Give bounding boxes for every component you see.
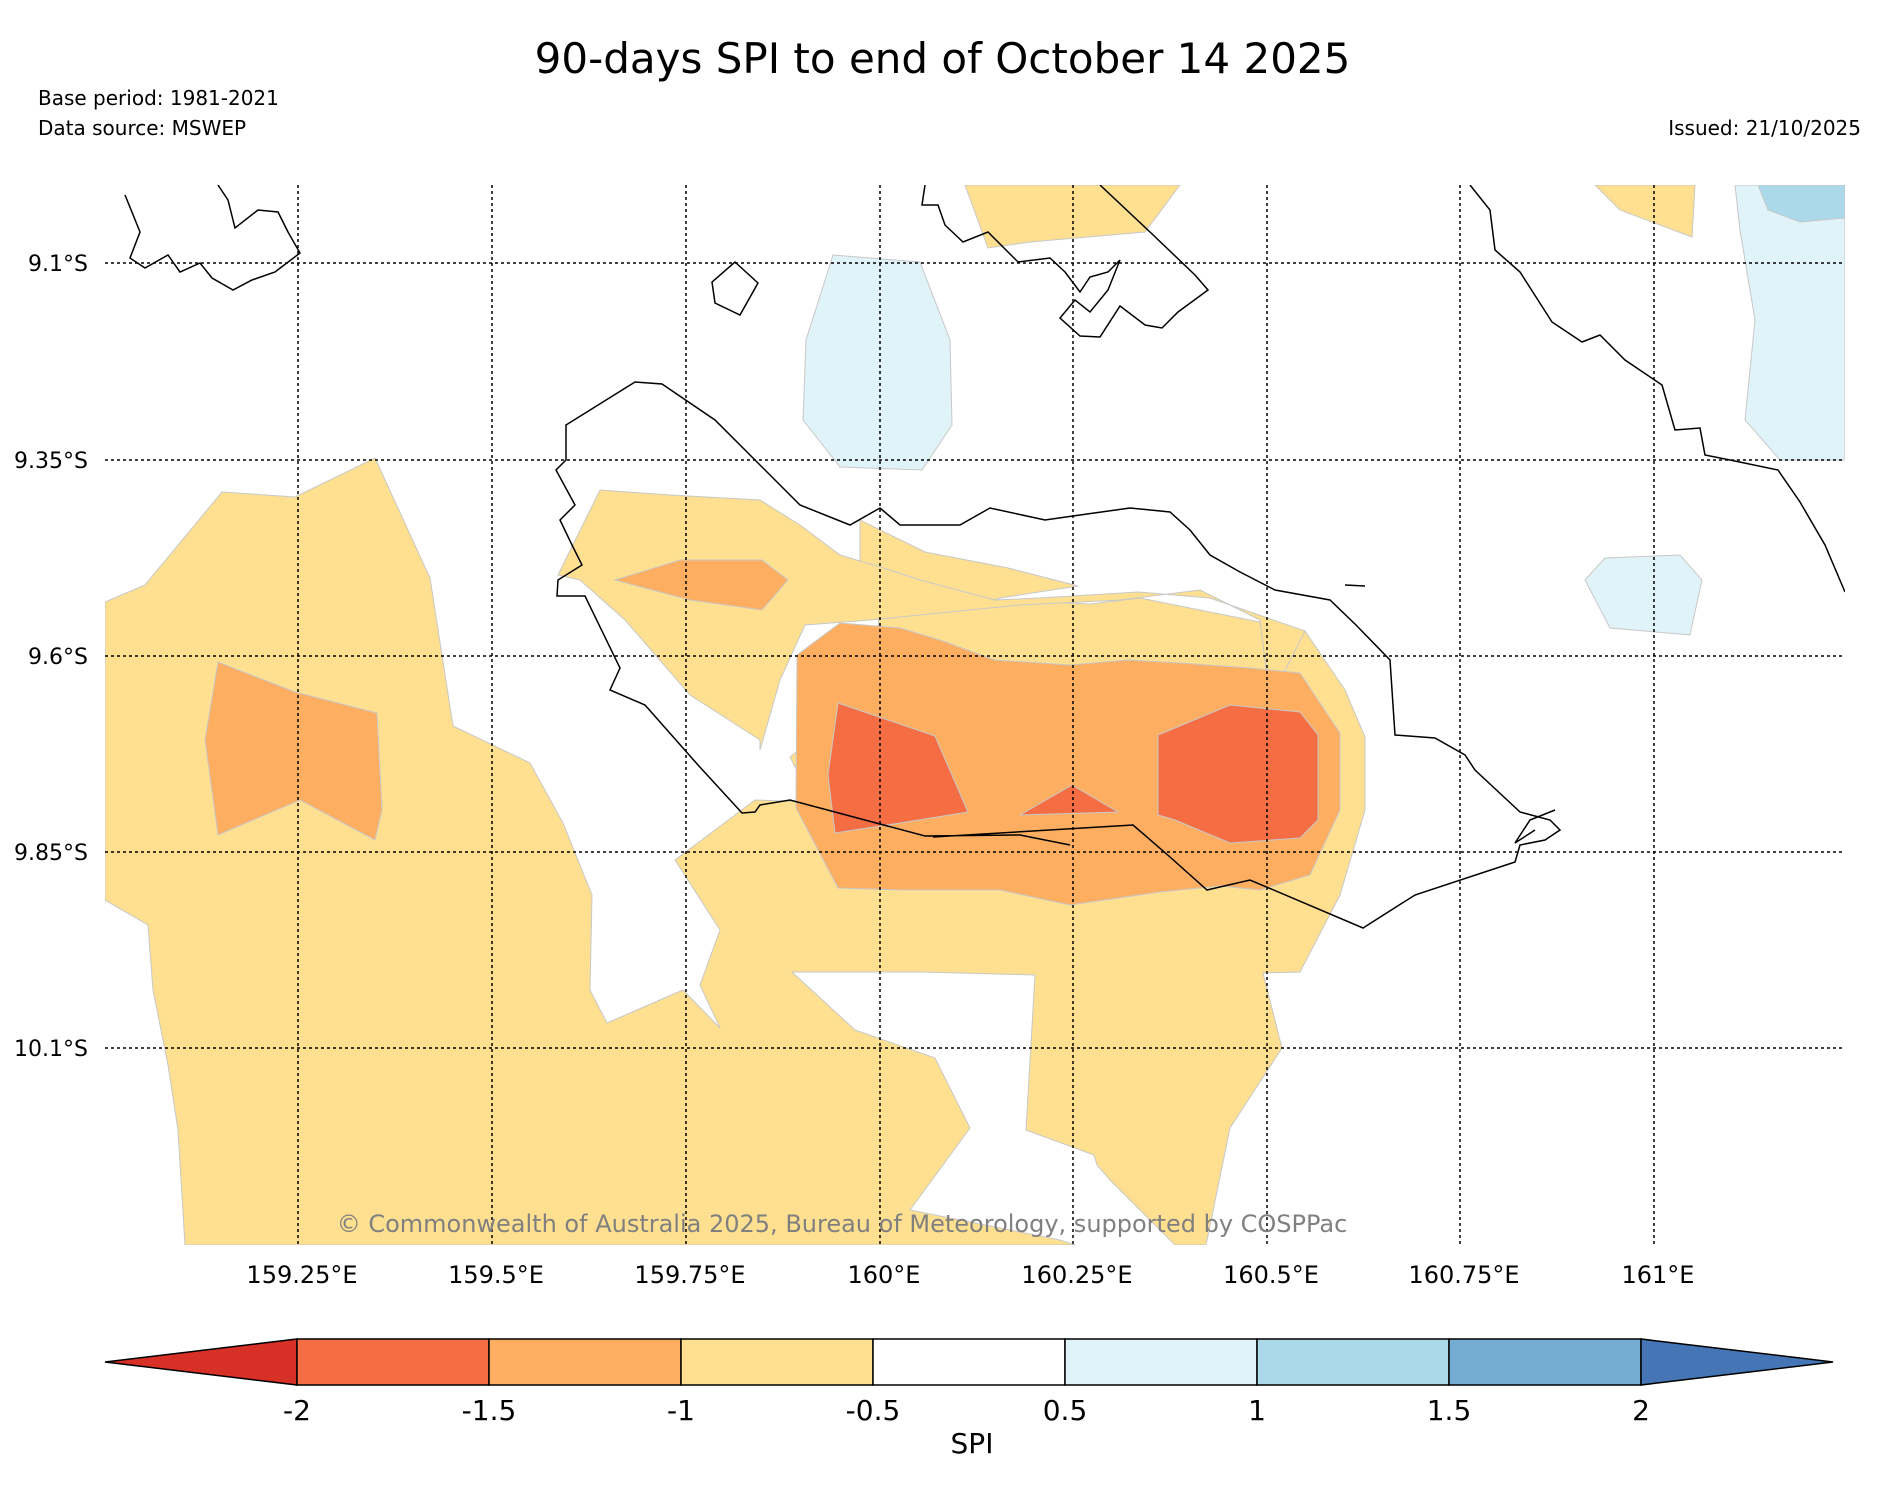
coastline-layer	[124, 185, 1845, 929]
longitude-labels: 159.25°E 159.5°E 159.75°E 160°E 160.25°E…	[246, 1261, 1694, 1289]
lon-label: 160°E	[848, 1261, 921, 1289]
spi-colorbar	[104, 1338, 1834, 1386]
colorbar-segment	[872, 1338, 1066, 1386]
spi-region-severe-center	[1019, 784, 1120, 816]
coastline-northwest-islands	[124, 185, 301, 291]
spi-region-severe-west	[827, 702, 969, 834]
colorbar-tick-label: 0.5	[1043, 1394, 1088, 1427]
colorbar-tick-label: -1	[667, 1394, 695, 1427]
spi-region-very-wet-northeast	[1757, 185, 1845, 223]
copyright-notice: © Commonwealth of Australia 2025, Bureau…	[337, 1210, 1348, 1238]
colorbar-tick-label: -1.5	[462, 1394, 517, 1427]
lon-label: 161°E	[1622, 1261, 1695, 1289]
data-source-text: Data source: MSWEP	[38, 116, 247, 140]
colorbar-tick-label: 1	[1248, 1394, 1266, 1427]
issued-date-text: Issued: 21/10/2025	[1668, 116, 1861, 140]
lon-label: 159.5°E	[448, 1261, 544, 1289]
spi-region-dry-top-east	[1594, 185, 1696, 238]
colorbar-ticks: -2 -1.5 -1 -0.5 0.5 1 1.5 2	[283, 1394, 1650, 1427]
coastline-guadalcanal	[555, 381, 1562, 929]
lat-label: 9.35°S	[14, 449, 88, 474]
spi-region-wet-east	[1584, 554, 1703, 636]
spi-region-wet-north	[802, 254, 953, 471]
colorbar-extend-low	[104, 1338, 298, 1386]
lat-label: 9.1°S	[28, 252, 88, 277]
colorbar-tick-label: 2	[1632, 1394, 1650, 1427]
coastline-reef	[1344, 584, 1366, 587]
colorbar-segment	[1256, 1338, 1450, 1386]
colorbar-segment	[296, 1338, 490, 1386]
spi-shading-layer	[105, 185, 1845, 1245]
lon-label: 160.5°E	[1223, 1261, 1319, 1289]
spi-region-wet-northeast	[1734, 185, 1845, 461]
map-title: 90-days SPI to end of October 14 2025	[534, 34, 1351, 83]
latitude-labels: 9.1°S 9.35°S 9.6°S 9.85°S 10.1°S	[14, 252, 88, 1062]
base-period-text: Base period: 1981-2021	[38, 86, 279, 110]
spi-region-moderate-central	[795, 622, 1341, 906]
colorbar-segment	[680, 1338, 874, 1386]
colorbar-tick-label: -0.5	[846, 1394, 901, 1427]
colorbar-tick-label: 1.5	[1427, 1394, 1472, 1427]
spi-region-moderate-north	[613, 559, 789, 611]
lat-label: 9.85°S	[14, 841, 88, 866]
lon-label: 159.75°E	[634, 1261, 745, 1289]
colorbar-label: SPI	[951, 1427, 994, 1460]
coastline-east-fragment	[1514, 809, 1556, 844]
coastline-small-island	[711, 260, 759, 316]
colorbar-segment	[1064, 1338, 1258, 1386]
lon-label: 159.25°E	[246, 1261, 357, 1289]
colorbar-segment	[488, 1338, 682, 1386]
lat-label: 9.6°S	[28, 645, 88, 670]
colorbar-tick-label: -2	[283, 1394, 311, 1427]
colorbar-extend-high	[1640, 1338, 1834, 1386]
coastline-nggela	[921, 185, 1210, 338]
colorbar-segment	[1448, 1338, 1642, 1386]
lon-label: 160.75°E	[1408, 1261, 1519, 1289]
coastline-malaita	[1469, 185, 1845, 593]
graticule	[105, 185, 1845, 1245]
lat-label: 10.1°S	[14, 1037, 88, 1062]
spi-region-moderate-west	[204, 661, 383, 841]
lon-label: 160.25°E	[1021, 1261, 1132, 1289]
spi-region-severe-east	[1157, 704, 1319, 844]
